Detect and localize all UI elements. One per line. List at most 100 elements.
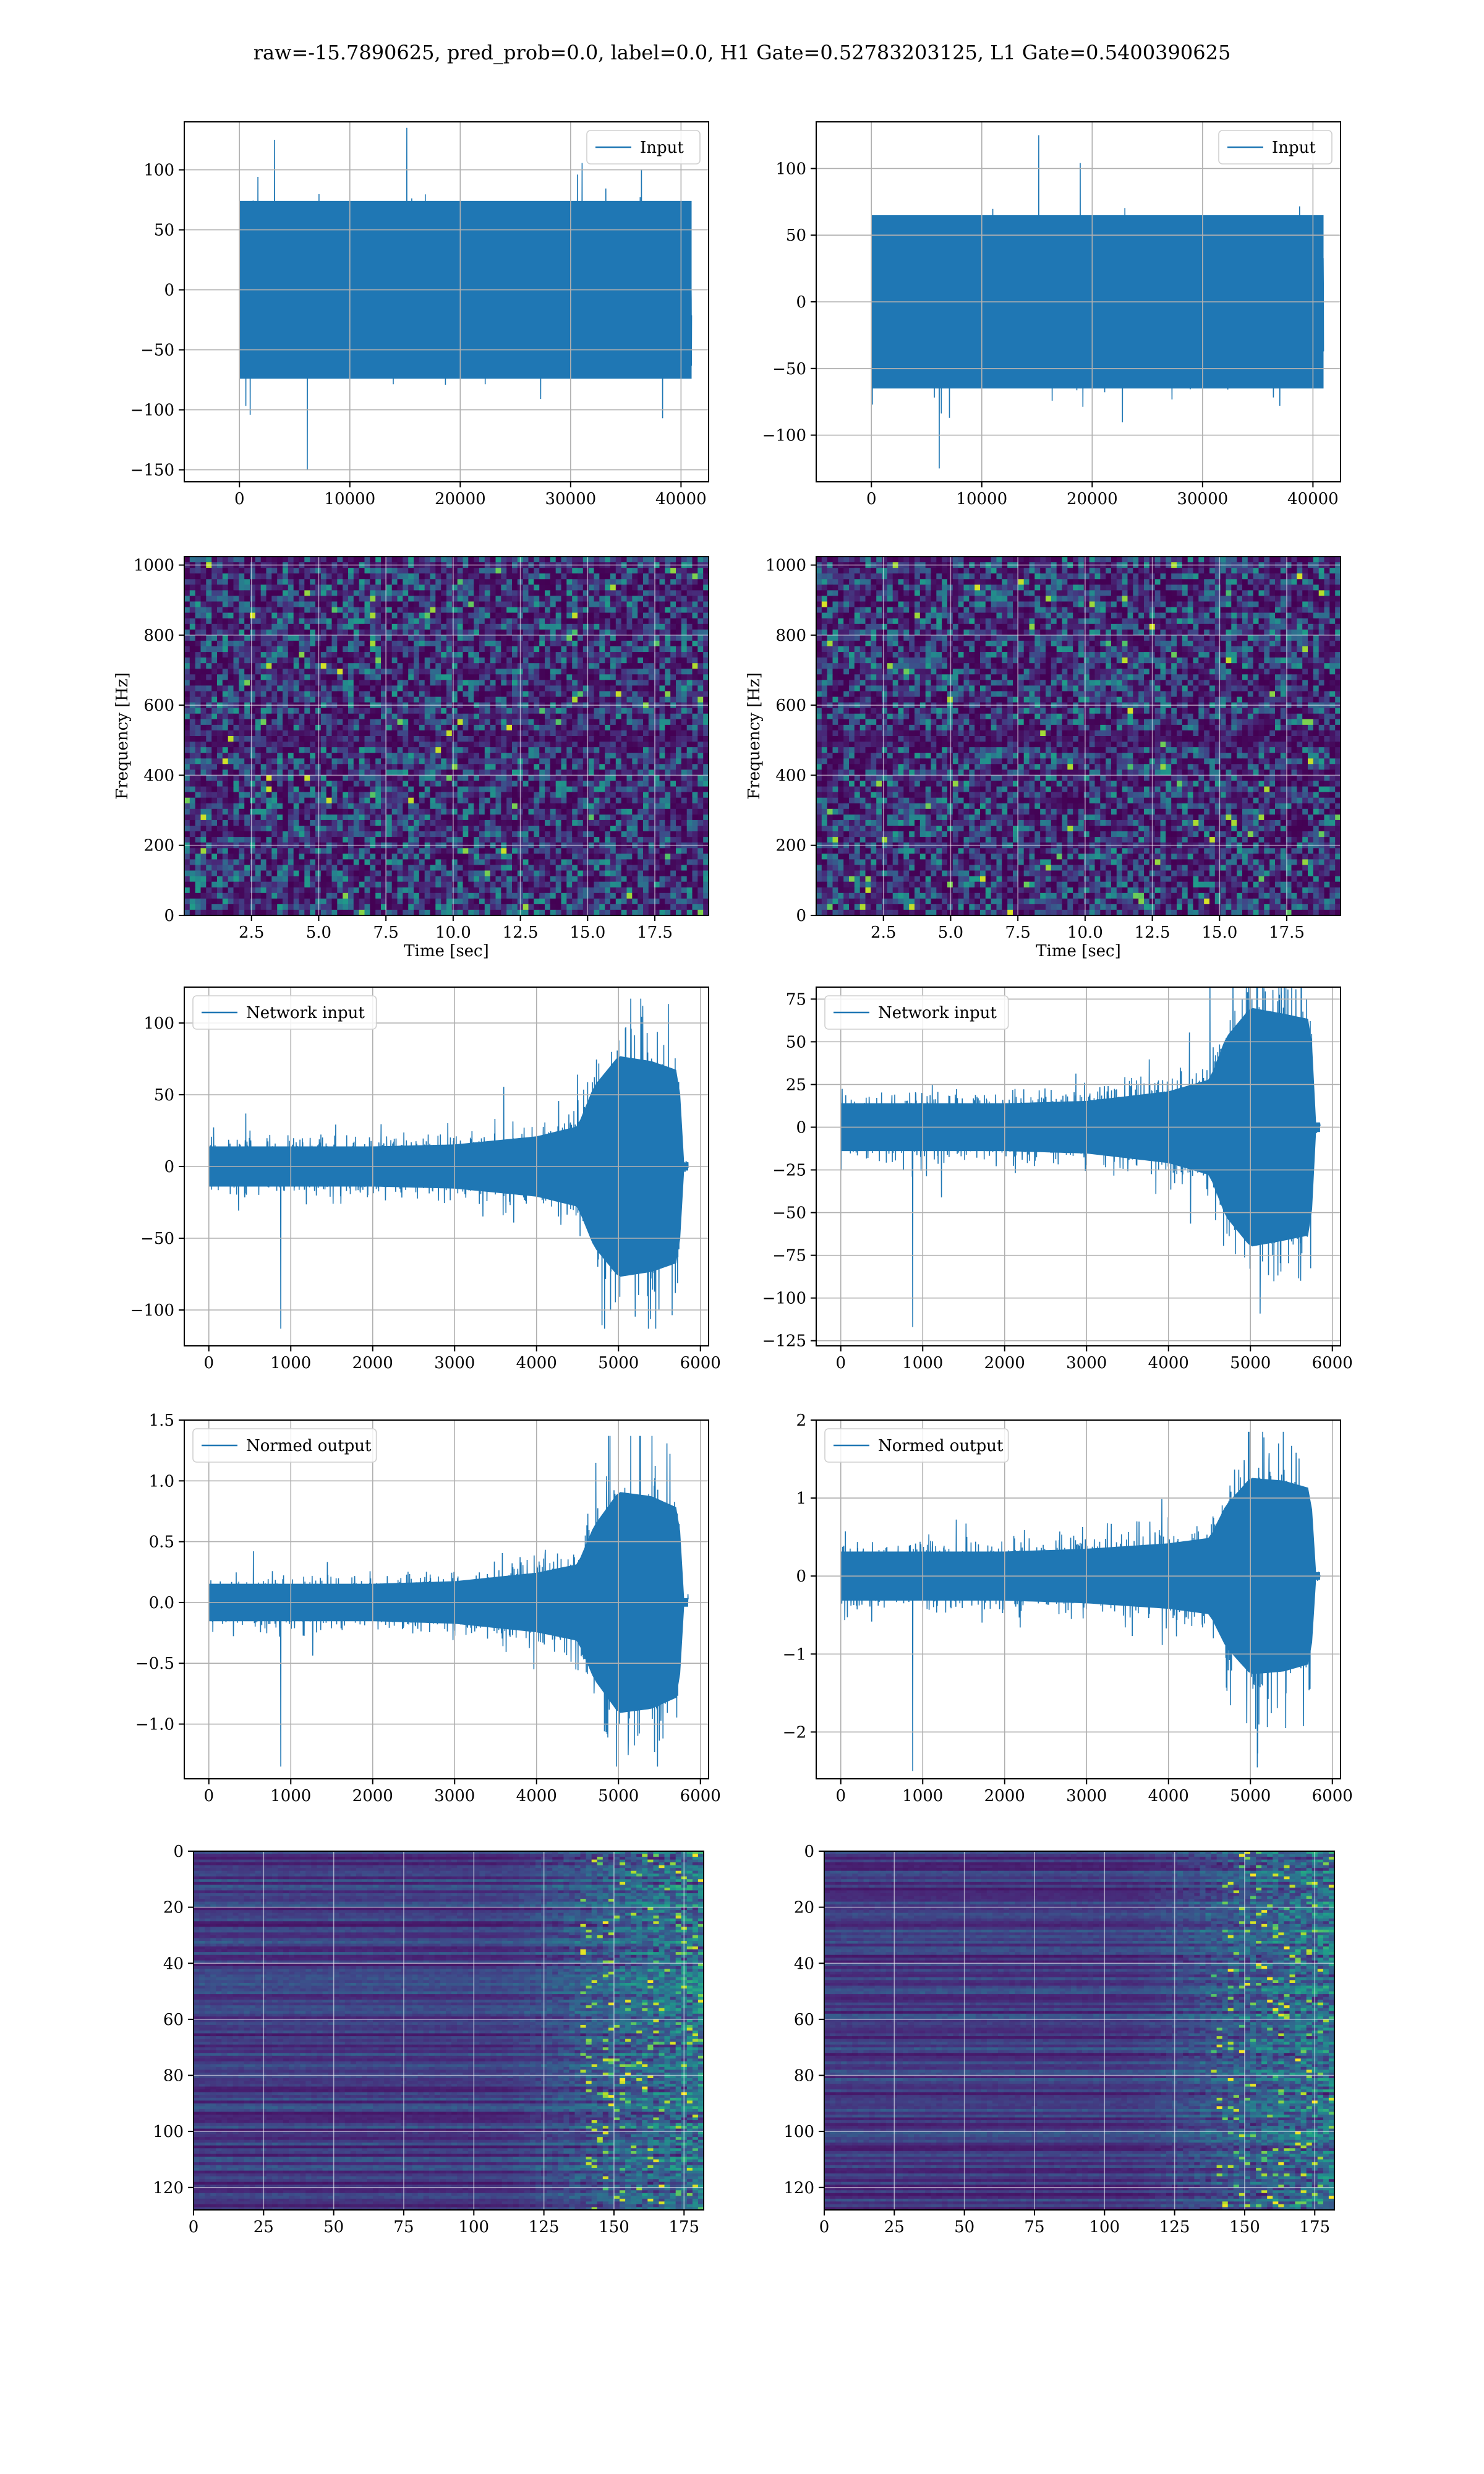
heatmap-cell <box>522 814 529 821</box>
heatmap-cell <box>233 623 239 630</box>
heatmap-cell <box>626 590 633 597</box>
heatmap-cell <box>638 590 644 597</box>
heatmap-cell <box>588 775 595 782</box>
heatmap-cell <box>686 786 693 793</box>
heatmap-cell <box>288 607 294 614</box>
heatmap-cell <box>457 764 464 770</box>
heatmap-cell <box>353 652 360 658</box>
heatmap-cell <box>403 618 409 625</box>
heatmap-cell <box>391 640 398 647</box>
heatmap-cell <box>250 769 256 776</box>
heatmap-cell <box>441 635 447 641</box>
heatmap-cell <box>539 618 545 625</box>
heatmap-cell <box>381 831 387 837</box>
heatmap-cell <box>539 557 545 563</box>
heatmap-cell <box>638 579 644 585</box>
heatmap-cell <box>648 753 655 759</box>
heatmap-cell <box>244 786 250 793</box>
heatmap-cell <box>703 736 709 742</box>
heatmap-cell <box>255 786 262 793</box>
heatmap-cell <box>594 691 600 698</box>
heatmap-cell <box>534 657 540 664</box>
heatmap-cell <box>512 730 518 737</box>
heatmap-cell <box>654 629 660 636</box>
heatmap-cell <box>501 713 507 720</box>
heatmap-cell <box>626 696 633 703</box>
heatmap-cell <box>239 826 245 832</box>
heatmap-cell <box>375 623 382 630</box>
heatmap-cell <box>326 696 333 703</box>
heatmap-cell <box>659 674 665 680</box>
heatmap-cell <box>233 814 239 821</box>
heatmap-cell <box>561 758 567 764</box>
heatmap-cell <box>370 764 376 770</box>
heatmap-cell <box>528 742 534 748</box>
heatmap-cell <box>364 736 370 742</box>
heatmap-cell <box>271 584 278 591</box>
heatmap-cell <box>391 596 398 602</box>
heatmap-cell <box>632 601 638 608</box>
heatmap-cell <box>643 831 649 837</box>
heatmap-cell <box>255 730 262 737</box>
heatmap-cell <box>692 691 698 698</box>
heatmap-cell <box>343 596 349 602</box>
heatmap-cell <box>250 724 256 731</box>
heatmap-cell <box>195 680 202 687</box>
heatmap-cell <box>419 623 425 630</box>
heatmap-cell <box>670 713 676 720</box>
heatmap-cell <box>353 713 360 720</box>
heatmap-cell <box>364 646 370 653</box>
heatmap-cell <box>331 680 338 687</box>
heatmap-cell <box>578 657 584 664</box>
heatmap-cell <box>578 674 584 680</box>
heatmap-cell <box>457 747 464 753</box>
heatmap-cell <box>304 607 310 614</box>
heatmap-cell <box>638 753 644 759</box>
heatmap-cell <box>293 814 300 821</box>
heatmap-cell <box>217 584 223 591</box>
heatmap-cell <box>288 680 294 687</box>
heatmap-cell <box>686 708 693 714</box>
heatmap-cell <box>424 573 431 580</box>
heatmap-cell <box>414 568 420 574</box>
heatmap-cell <box>681 629 688 636</box>
heatmap-cell <box>522 831 529 837</box>
heatmap-cell <box>435 691 441 698</box>
heatmap-cell <box>638 764 644 770</box>
heatmap-cell <box>522 657 529 664</box>
heatmap-cell <box>578 579 584 585</box>
heatmap-cell <box>665 814 671 821</box>
heatmap-cell <box>211 775 218 782</box>
heatmap-cell <box>506 596 513 602</box>
heatmap-cell <box>320 826 327 832</box>
heatmap-cell <box>266 708 272 714</box>
heatmap-cell <box>277 775 283 782</box>
heatmap-cell <box>391 674 398 680</box>
heatmap-cell <box>359 696 365 703</box>
heatmap-cell <box>539 674 545 680</box>
heatmap-cell <box>288 579 294 585</box>
heatmap-cell <box>353 803 360 810</box>
heatmap-cell <box>468 590 474 597</box>
heatmap-cell <box>566 584 573 591</box>
heatmap-cell <box>408 719 414 726</box>
heatmap-cell <box>189 708 196 714</box>
heatmap-cell <box>626 663 633 669</box>
heatmap-cell <box>403 674 409 680</box>
heatmap-cell <box>381 584 387 591</box>
heatmap-cell <box>403 758 409 764</box>
heatmap-cell <box>331 640 338 647</box>
heatmap-cell <box>211 612 218 619</box>
heatmap-cell <box>353 831 360 837</box>
heatmap-cell <box>578 797 584 804</box>
heatmap-cell <box>490 742 497 748</box>
heatmap-cell <box>506 663 513 669</box>
heatmap-cell <box>703 590 709 597</box>
heatmap-cell <box>539 820 545 826</box>
heatmap-cell <box>228 573 234 580</box>
heatmap-cell <box>670 764 676 770</box>
heatmap-cell <box>648 719 655 726</box>
heatmap-cell <box>320 730 327 737</box>
heatmap-cell <box>468 669 474 675</box>
heatmap-cell <box>293 808 300 815</box>
